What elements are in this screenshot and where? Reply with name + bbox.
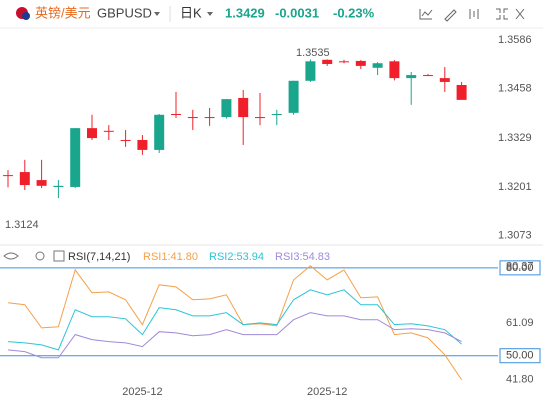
rsi-line bbox=[7, 289, 462, 351]
tool-pen[interactable] bbox=[444, 9, 457, 22]
y-tick-label: 1.3329 bbox=[498, 132, 532, 144]
candle-body bbox=[271, 114, 282, 116]
reference-label: 80.00 bbox=[506, 262, 534, 274]
candle-body bbox=[36, 180, 47, 186]
flag bbox=[16, 7, 30, 20]
legend-entry: RSI2:53.94 bbox=[209, 251, 264, 263]
period-dropdown[interactable] bbox=[207, 12, 213, 16]
change: -0.0031 bbox=[275, 5, 319, 20]
symbol-dropdown[interactable] bbox=[154, 12, 160, 16]
gear-icon[interactable] bbox=[35, 251, 45, 261]
candle-body bbox=[456, 84, 467, 100]
candle-body bbox=[187, 117, 198, 119]
settings-icon[interactable] bbox=[53, 250, 65, 262]
candle-body bbox=[355, 60, 366, 66]
rsi-line bbox=[7, 265, 463, 381]
candle-body bbox=[288, 80, 299, 113]
pair-name: 英镑/美元 bbox=[35, 5, 91, 20]
candle-body bbox=[406, 75, 417, 79]
candle-body bbox=[120, 139, 131, 141]
legend-entry: RSI3:54.83 bbox=[275, 251, 330, 263]
candle-body bbox=[53, 185, 64, 187]
y-tick-label: 1.3458 bbox=[498, 83, 532, 95]
tool-draw[interactable] bbox=[419, 9, 433, 20]
y-tick-label: 1.3073 bbox=[498, 230, 532, 242]
candle-body bbox=[238, 97, 249, 118]
y-tick-label: 1.3201 bbox=[498, 181, 532, 193]
symbol[interactable]: GBPUSD bbox=[97, 5, 152, 20]
candle-body bbox=[255, 117, 265, 119]
candle-body bbox=[103, 130, 114, 132]
y-tick-label: 80.37 bbox=[506, 261, 534, 273]
max-label: 1.3535 bbox=[296, 47, 330, 59]
candle-body bbox=[137, 139, 148, 150]
x-tick-label: 2025-12 bbox=[122, 386, 162, 398]
candle-body bbox=[3, 175, 13, 177]
y-tick-label: 61.09 bbox=[506, 317, 534, 329]
price: 1.3429 bbox=[225, 5, 265, 20]
legend-entry: RSI1:41.80 bbox=[143, 251, 198, 263]
candle-body bbox=[372, 63, 383, 68]
reference-box bbox=[499, 348, 541, 364]
rsi-title: RSI(7,14,21) bbox=[68, 251, 130, 263]
candle-body bbox=[87, 128, 97, 139]
candle-body bbox=[305, 61, 316, 81]
eye-icon[interactable] bbox=[3, 252, 19, 260]
reference-label: 50.00 bbox=[506, 350, 534, 362]
candle-body bbox=[339, 61, 349, 63]
candle-body bbox=[154, 114, 165, 150]
y-tick-label: 41.80 bbox=[506, 374, 534, 386]
tool-close[interactable] bbox=[515, 8, 525, 20]
rsi-line bbox=[7, 312, 462, 359]
rsi-icons bbox=[3, 250, 65, 262]
tool-indicator[interactable] bbox=[469, 9, 479, 19]
min-label: 1.3124 bbox=[5, 219, 39, 231]
y-tick-label: 1.3586 bbox=[498, 34, 532, 46]
candle-body bbox=[423, 75, 433, 77]
candle-body bbox=[171, 114, 181, 116]
candle-body bbox=[19, 172, 30, 186]
period[interactable]: 日K bbox=[180, 5, 202, 20]
x-tick-label: 2025-12 bbox=[307, 386, 347, 398]
candle-body bbox=[389, 61, 400, 79]
change-pct: -0.23% bbox=[333, 5, 375, 20]
toolbar bbox=[419, 8, 525, 22]
reference-box bbox=[499, 260, 541, 276]
candle-body bbox=[322, 59, 333, 64]
candle-body bbox=[204, 117, 215, 119]
candle-body bbox=[439, 78, 450, 82]
candle-body bbox=[221, 99, 232, 118]
tool-fullscreen[interactable] bbox=[496, 8, 508, 20]
candle-body bbox=[70, 128, 81, 187]
